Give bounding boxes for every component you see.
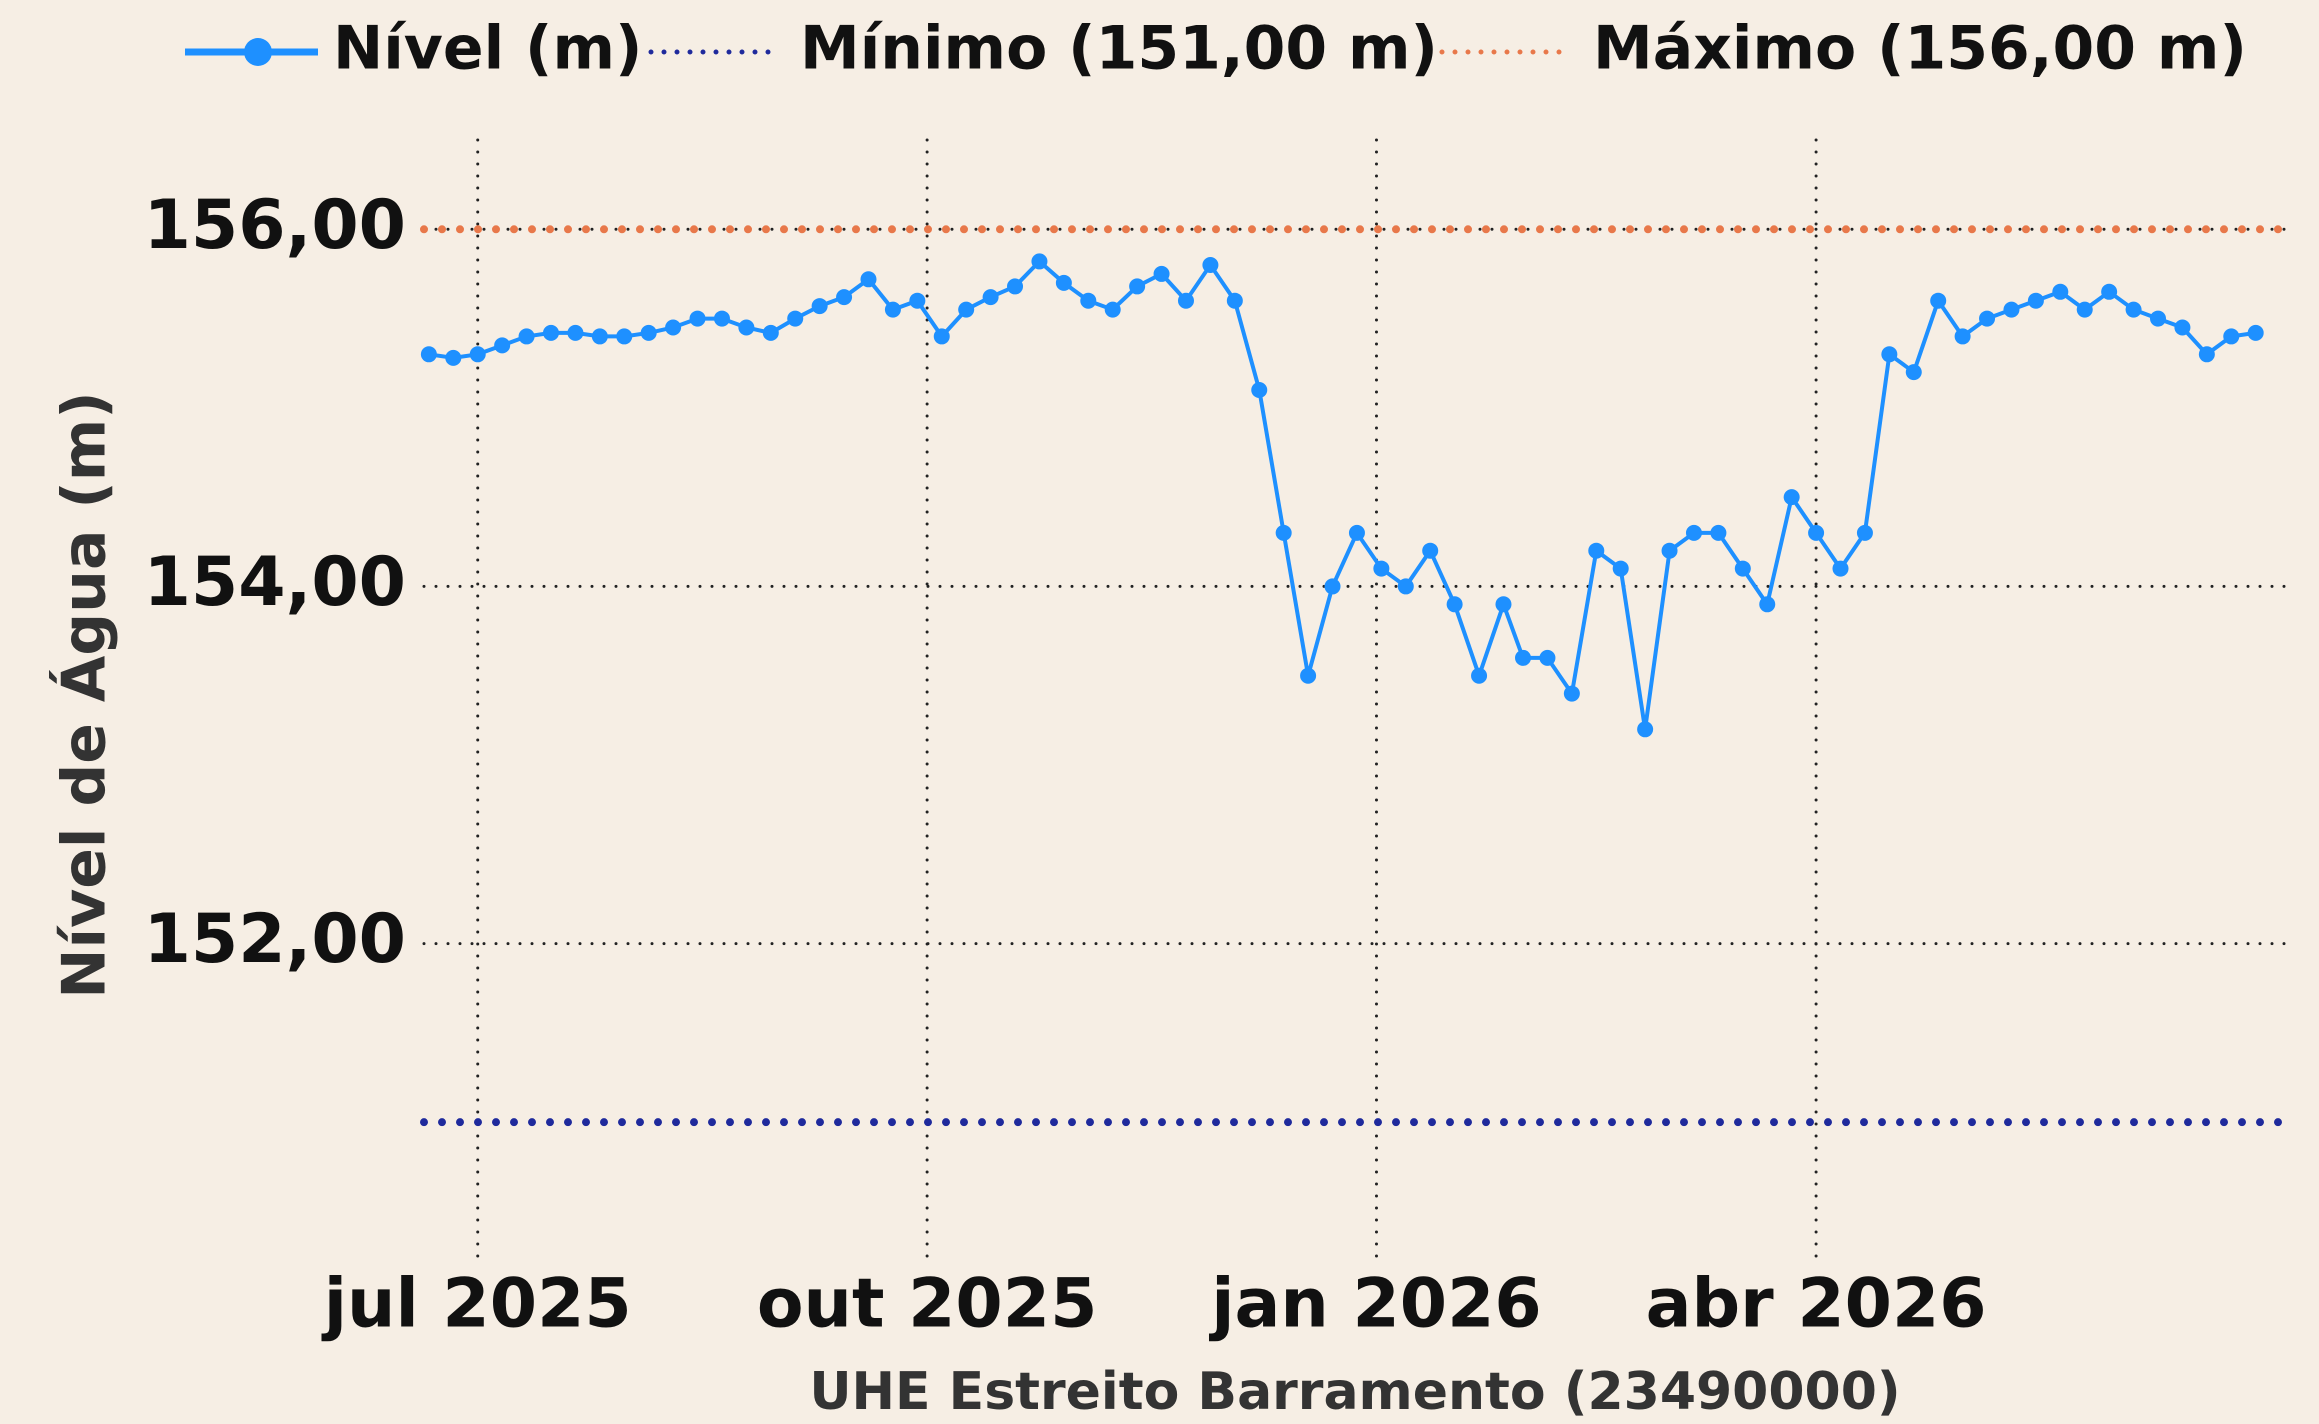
y-axis-title: Nível de Água (m) bbox=[49, 391, 120, 998]
data-point bbox=[591, 328, 608, 345]
data-point bbox=[762, 324, 779, 341]
data-point bbox=[2101, 283, 2118, 300]
data-point bbox=[1808, 524, 1825, 541]
x-tick-label: abr 2026 bbox=[1646, 1265, 1987, 1344]
data-point bbox=[420, 346, 437, 363]
data-point bbox=[982, 289, 999, 306]
data-point bbox=[1153, 265, 1170, 282]
y-tick-label: 152,00 bbox=[144, 900, 406, 979]
data-point bbox=[1129, 278, 1146, 295]
data-point bbox=[1031, 253, 1048, 270]
data-point bbox=[1710, 524, 1727, 541]
x-tick-label: jul 2025 bbox=[321, 1265, 632, 1344]
x-tick-label: jan 2026 bbox=[1208, 1265, 1542, 1344]
data-point bbox=[713, 310, 730, 327]
data-point bbox=[1881, 346, 1898, 363]
data-point bbox=[640, 324, 657, 341]
data-point bbox=[1588, 542, 1605, 559]
data-point bbox=[1422, 542, 1439, 559]
data-point bbox=[2174, 319, 2191, 336]
data-point bbox=[445, 349, 462, 366]
legend-marker bbox=[244, 38, 272, 66]
data-point bbox=[1177, 292, 1194, 309]
data-point bbox=[1300, 667, 1317, 684]
data-point bbox=[1612, 560, 1629, 577]
data-point bbox=[1905, 364, 1922, 381]
x-axis-title: UHE Estreito Barramento (23490000) bbox=[809, 1362, 1900, 1422]
data-point bbox=[1348, 524, 1365, 541]
data-point bbox=[1471, 667, 1488, 684]
legend-label: Máximo (156,00 m) bbox=[1593, 14, 2247, 84]
data-point bbox=[811, 298, 828, 315]
data-point bbox=[2223, 328, 2240, 345]
data-point bbox=[469, 346, 486, 363]
data-point bbox=[1226, 292, 1243, 309]
data-point bbox=[1446, 596, 1463, 613]
data-point bbox=[1783, 489, 1800, 506]
data-point bbox=[909, 292, 926, 309]
data-point bbox=[689, 310, 706, 327]
data-point bbox=[1275, 524, 1292, 541]
data-point bbox=[787, 310, 804, 327]
data-point bbox=[1104, 301, 1121, 318]
data-point bbox=[2052, 283, 2069, 300]
data-point bbox=[1856, 524, 1873, 541]
legend-label: Nível (m) bbox=[333, 14, 642, 84]
data-point bbox=[958, 301, 975, 318]
legend-label: Mínimo (151,00 m) bbox=[800, 14, 1438, 84]
data-point bbox=[1324, 578, 1341, 595]
data-point bbox=[2247, 324, 2264, 341]
data-point bbox=[1495, 596, 1512, 613]
data-point bbox=[616, 328, 633, 345]
data-point bbox=[836, 289, 853, 306]
data-point bbox=[2027, 292, 2044, 309]
data-point bbox=[1637, 721, 1654, 738]
data-point bbox=[518, 328, 535, 345]
data-point bbox=[1007, 278, 1024, 295]
data-point bbox=[1055, 274, 1072, 291]
data-point bbox=[2003, 301, 2020, 318]
data-point bbox=[2125, 301, 2142, 318]
data-point bbox=[1539, 649, 1556, 666]
data-point bbox=[2076, 301, 2093, 318]
y-tick-label: 154,00 bbox=[144, 543, 406, 622]
data-point bbox=[884, 301, 901, 318]
data-point bbox=[2198, 346, 2215, 363]
data-point bbox=[1397, 578, 1414, 595]
data-point bbox=[1563, 685, 1580, 702]
data-point bbox=[1832, 560, 1849, 577]
data-point bbox=[567, 324, 584, 341]
data-point bbox=[1734, 560, 1751, 577]
data-point bbox=[1373, 560, 1390, 577]
data-point bbox=[1251, 382, 1268, 398]
data-point bbox=[1202, 257, 1219, 273]
series-line bbox=[428, 258, 2256, 730]
data-point bbox=[1661, 542, 1678, 559]
data-point bbox=[1515, 649, 1532, 666]
data-point bbox=[1685, 524, 1702, 541]
data-point bbox=[665, 319, 682, 336]
data-point bbox=[933, 328, 950, 345]
data-point bbox=[860, 271, 877, 288]
data-point bbox=[1080, 292, 1097, 309]
data-point bbox=[1930, 292, 1947, 309]
data-point bbox=[1979, 310, 1996, 327]
data-point bbox=[542, 324, 559, 341]
data-point bbox=[494, 337, 511, 354]
data-point bbox=[738, 319, 755, 336]
y-tick-label: 156,00 bbox=[144, 186, 406, 265]
x-tick-label: out 2025 bbox=[757, 1265, 1098, 1344]
data-point bbox=[1759, 596, 1776, 613]
data-point bbox=[2150, 310, 2167, 327]
data-point bbox=[1954, 328, 1971, 345]
